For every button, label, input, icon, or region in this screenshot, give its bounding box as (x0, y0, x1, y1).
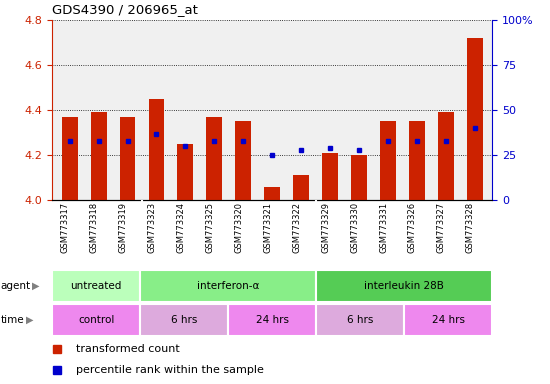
Text: GSM773330: GSM773330 (350, 202, 359, 253)
Text: GSM773319: GSM773319 (118, 202, 128, 253)
Text: GSM773328: GSM773328 (466, 202, 475, 253)
Text: GSM773320: GSM773320 (234, 202, 243, 253)
Bar (293, 175, 309, 200)
Text: GSM773318: GSM773318 (90, 202, 98, 253)
Bar (316, 304, 404, 336)
Bar (140, 270, 316, 302)
Text: GSM773329: GSM773329 (321, 202, 330, 253)
Bar (404, 304, 492, 336)
Text: GSM773324: GSM773324 (177, 202, 185, 253)
Bar (380, 121, 396, 200)
Text: agent: agent (1, 281, 31, 291)
Text: ▶: ▶ (32, 281, 40, 291)
Text: interleukin 28B: interleukin 28B (364, 281, 444, 291)
Text: time: time (1, 315, 24, 325)
Bar (140, 304, 228, 336)
Bar (62, 117, 78, 200)
Bar (438, 113, 454, 200)
Bar (322, 153, 338, 200)
Text: GDS4390 / 206965_at: GDS4390 / 206965_at (52, 3, 198, 16)
Bar (351, 155, 367, 200)
Bar (235, 121, 251, 200)
Bar (409, 121, 425, 200)
Text: GSM773321: GSM773321 (263, 202, 272, 253)
Bar (178, 144, 194, 200)
Bar (467, 38, 483, 200)
Text: 6 hrs: 6 hrs (347, 315, 373, 325)
Text: 24 hrs: 24 hrs (256, 315, 289, 325)
Text: GSM773317: GSM773317 (60, 202, 70, 253)
Text: transformed count: transformed count (76, 344, 180, 354)
Bar (265, 187, 280, 200)
Text: untreated: untreated (70, 281, 122, 291)
Text: GSM773322: GSM773322 (292, 202, 301, 253)
Text: 6 hrs: 6 hrs (171, 315, 197, 325)
Text: control: control (78, 315, 114, 325)
Text: GSM773327: GSM773327 (437, 202, 446, 253)
Bar (91, 113, 107, 200)
Text: ▶: ▶ (26, 315, 34, 325)
Bar (316, 270, 492, 302)
Bar (148, 99, 164, 200)
Text: GSM773331: GSM773331 (379, 202, 388, 253)
Text: interferon-α: interferon-α (197, 281, 260, 291)
Bar (52, 304, 140, 336)
Text: percentile rank within the sample: percentile rank within the sample (76, 365, 265, 375)
Bar (119, 117, 135, 200)
Bar (206, 117, 222, 200)
Text: 24 hrs: 24 hrs (432, 315, 465, 325)
Text: GSM773323: GSM773323 (147, 202, 156, 253)
Text: GSM773326: GSM773326 (408, 202, 417, 253)
Bar (52, 270, 140, 302)
Bar (228, 304, 316, 336)
Text: GSM773325: GSM773325 (205, 202, 214, 253)
